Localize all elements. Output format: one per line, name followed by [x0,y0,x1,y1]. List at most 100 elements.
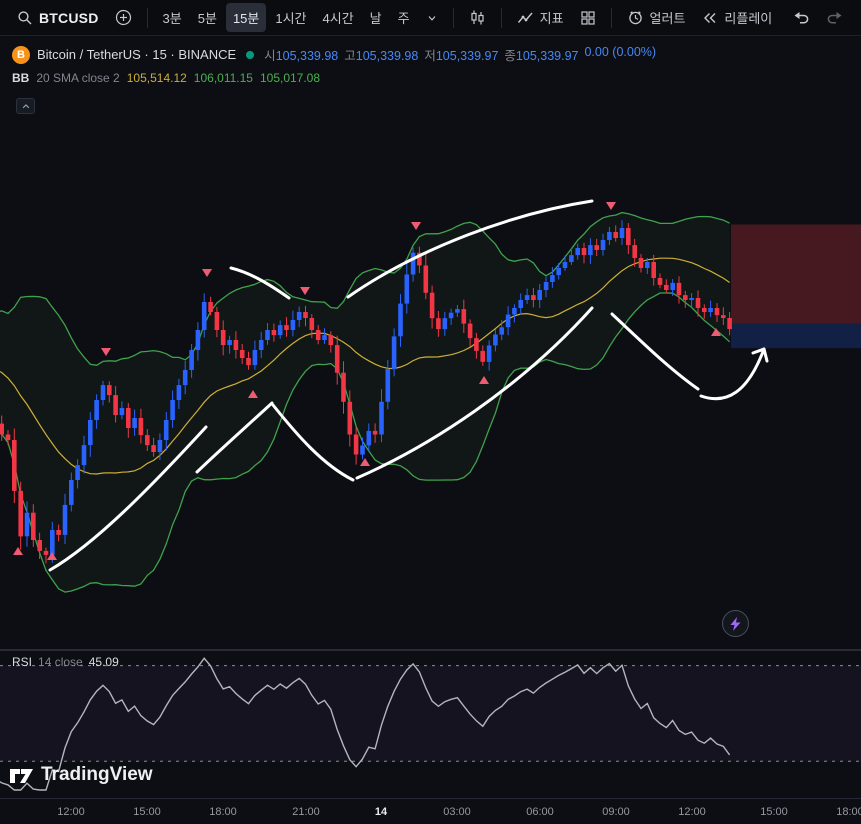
time-axis[interactable]: 12:00 15:00 18:00 21:00 14 03:00 06:00 09:00 12:… [0,798,861,824]
quick-trade-button[interactable] [722,610,749,637]
candle-body [404,274,410,304]
interval-15m-button[interactable]: 15분 [225,3,267,32]
toolbar-separator [452,7,454,28]
bb-fill [0,212,730,593]
candle-body [163,420,169,440]
compare-add-button[interactable] [108,4,139,31]
marker-up-icon [248,390,258,398]
time-axis-label: 14 [374,806,388,818]
drawing-stroke [355,306,594,480]
symbol-legend[interactable]: B Bitcoin / TetherUS · 15 · BINANCE 시105… [12,45,656,64]
redo-button[interactable] [819,4,851,31]
bb-basis-value: 105,514.12 [126,71,187,85]
interval-5m-button[interactable]: 5분 [191,3,224,32]
interval-1w-button[interactable]: 주 [391,3,417,32]
candle-body [689,298,694,300]
candle-body [721,315,726,318]
time-axis-label: 12:00 [678,806,706,818]
candle-body [398,303,403,337]
alert-label: 얼러트 [649,11,686,26]
candle-body [372,430,378,435]
candle-body [607,232,612,240]
marker-down-icon [606,202,616,210]
interval-1d-button[interactable]: 날 [363,3,389,32]
candle-body [423,265,429,293]
rsi-value: 45.09 [88,655,119,669]
price-chart[interactable] [0,96,861,650]
bb-legend[interactable]: BB 20 SMA close 2 105,514.12 106,011.15 … [12,71,320,85]
pane-divider[interactable] [0,649,861,651]
marker-down-icon [300,287,310,295]
candle-body [613,232,618,238]
rsi-params: 14 close [38,655,83,669]
top-toolbar: BTCUSD 3분 5분 15분 1시간 4시간 날 주 [0,0,861,36]
rsi-band-fill [0,665,861,762]
alert-clock-icon [628,11,642,25]
candle-body [505,314,511,328]
bb-params: 20 SMA close 2 [36,71,120,85]
candle-body [360,445,365,455]
chart-style-button[interactable] [462,4,493,31]
replay-icon [704,12,716,23]
interval-4h-button[interactable]: 4시간 [316,3,361,32]
marker-down-icon [411,222,421,230]
replay-label: 리플레이 [724,11,773,26]
time-axis-label: 15:00 [760,806,788,818]
time-axis-label: 06:00 [526,806,554,818]
drawing-stroke [48,425,208,572]
candle-body [24,512,30,537]
time-axis-label: 18:00 [209,806,237,818]
candle-body [132,418,137,428]
candle-body [410,252,416,275]
candle-body [303,312,308,318]
candle-body [486,345,492,362]
candle-body [531,295,536,300]
drawing-stroke [195,401,274,474]
candle-body [233,340,239,350]
rsi-pane[interactable] [0,652,861,798]
candle-body [5,434,11,440]
rsi-legend[interactable]: RSI 14 close 45.09 [12,655,119,669]
candle-body [322,335,327,340]
candle-body [126,408,131,428]
candle-body [182,370,188,386]
time-axis-label: 15:00 [133,806,161,818]
undo-button[interactable] [785,4,817,31]
candle-body [170,400,175,420]
candle-body [676,282,682,296]
marker-up-icon [360,458,370,466]
candle-body [467,323,473,339]
candle-body [252,350,258,366]
drawing-stroke [762,347,769,363]
candle-body [113,395,118,416]
candle-body [594,245,599,250]
interval-menu-button[interactable] [419,7,445,29]
marker-down-icon [101,348,111,356]
layout-grid-button[interactable] [573,5,603,31]
candle-body [214,312,220,330]
position-profit-zone [731,323,861,349]
interval-3m-button[interactable]: 3분 [156,3,189,32]
candle-body [626,228,631,246]
candle-body [543,282,549,290]
candle-body [271,330,277,336]
legend-collapse-button[interactable] [16,98,35,114]
candle-body [176,385,182,400]
candle-body [695,298,701,308]
symbol-search-button[interactable]: BTCUSD [10,5,106,31]
change-value: 0.00 (0.00%) [584,45,657,59]
undo-icon [794,12,809,24]
candle-body [702,308,707,312]
chevron-up-icon [22,104,29,109]
lightning-icon [730,616,741,631]
candle-body [208,302,213,312]
replay-button[interactable]: 리플레이 [694,3,779,32]
indicators-label: 지표 [539,11,564,26]
alert-button[interactable]: 얼러트 [620,3,693,32]
candle-body [37,540,42,551]
drawing-stroke [229,266,291,300]
interval-1h-button[interactable]: 1시간 [268,3,313,32]
candle-body [562,262,568,268]
indicators-button[interactable]: 지표 [510,3,571,32]
symbol-title: Bitcoin / TetherUS · 15 · BINANCE [37,47,237,62]
